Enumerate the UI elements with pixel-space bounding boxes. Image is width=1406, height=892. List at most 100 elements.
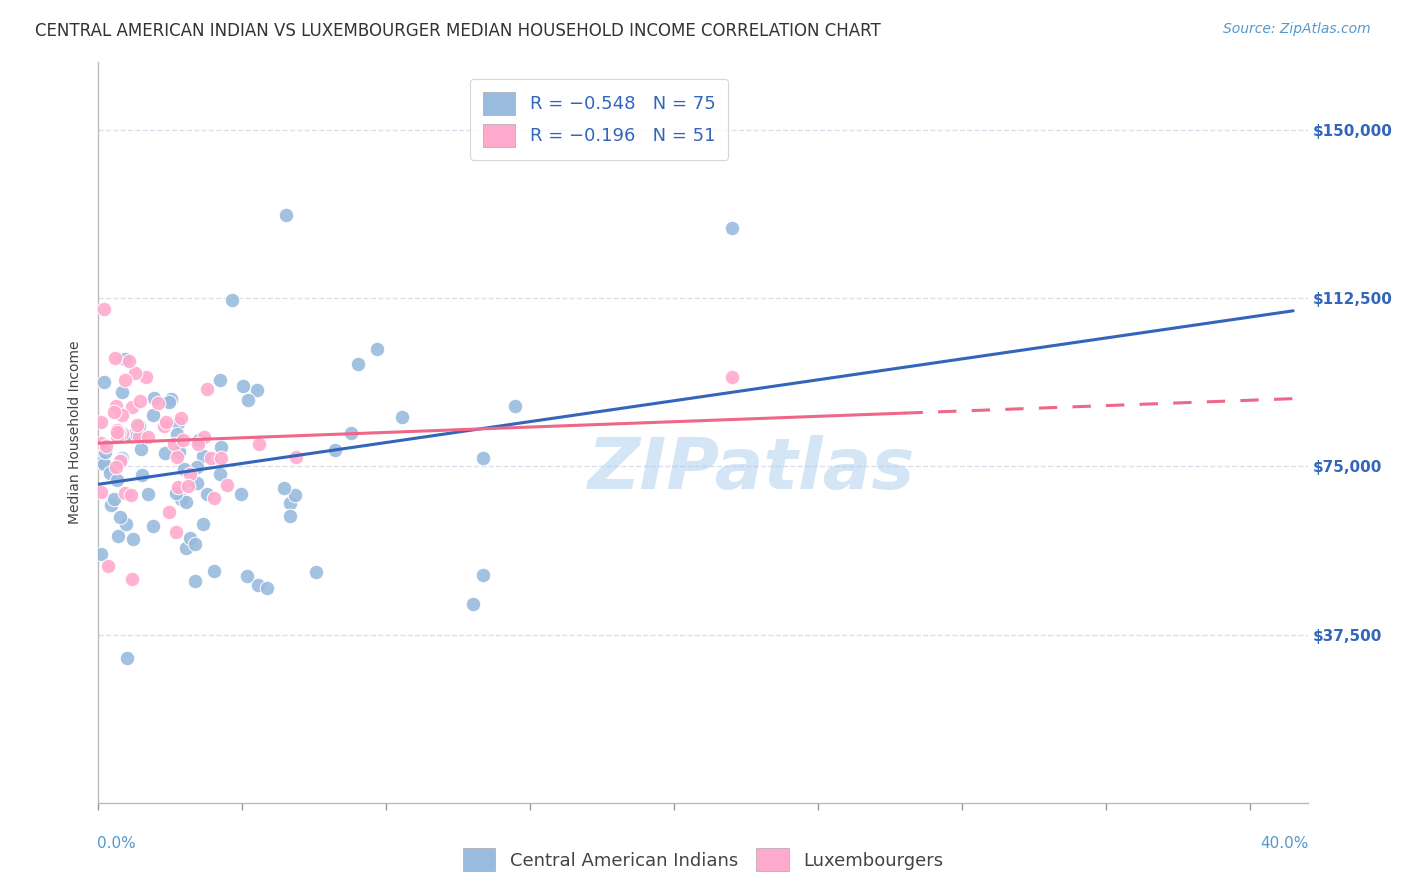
- Point: [108, 425, 131, 439]
- Point: [125, 428, 148, 442]
- Point: [91, 455, 114, 469]
- Point: [153, 446, 176, 460]
- Point: [146, 396, 169, 410]
- Point: [96, 439, 118, 453]
- Point: [167, 417, 190, 431]
- Point: [105, 428, 128, 442]
- Point: [125, 417, 148, 432]
- Point: [202, 491, 225, 506]
- Point: [163, 436, 186, 450]
- Point: [105, 424, 128, 438]
- Point: [193, 430, 215, 444]
- Point: [108, 510, 131, 524]
- Point: [184, 574, 207, 588]
- Text: ZIPatlas: ZIPatlas: [588, 435, 915, 504]
- Point: [166, 427, 188, 442]
- Point: [273, 481, 295, 495]
- Point: [720, 369, 742, 384]
- Point: [209, 467, 232, 482]
- Point: [142, 518, 165, 533]
- Point: [128, 419, 150, 434]
- Point: [114, 485, 136, 500]
- Point: [195, 382, 218, 396]
- Point: [153, 418, 176, 433]
- Point: [115, 517, 138, 532]
- Point: [366, 342, 388, 356]
- Point: [209, 373, 232, 387]
- Point: [136, 430, 159, 444]
- Point: [111, 451, 134, 466]
- Point: [173, 462, 195, 476]
- Point: [191, 516, 214, 531]
- Point: [107, 529, 129, 543]
- Point: [128, 429, 150, 443]
- Point: [169, 492, 191, 507]
- Point: [167, 445, 190, 459]
- Legend: Central American Indians, Luxembourgers: Central American Indians, Luxembourgers: [456, 841, 950, 879]
- Point: [347, 357, 370, 371]
- Point: [247, 437, 270, 451]
- Point: [160, 392, 183, 406]
- Point: [155, 415, 177, 429]
- Point: [186, 476, 208, 491]
- Point: [391, 410, 413, 425]
- Point: [136, 487, 159, 501]
- Point: [246, 577, 269, 591]
- Point: [217, 478, 239, 492]
- Point: [191, 449, 214, 463]
- Point: [122, 532, 145, 546]
- Point: [209, 451, 232, 466]
- Point: [104, 399, 127, 413]
- Text: CENTRAL AMERICAN INDIAN VS LUXEMBOURGER MEDIAN HOUSEHOLD INCOME CORRELATION CHAR: CENTRAL AMERICAN INDIAN VS LUXEMBOURGER …: [35, 22, 882, 40]
- Point: [200, 451, 222, 466]
- Point: [472, 451, 495, 466]
- Point: [100, 498, 122, 512]
- Point: [135, 369, 157, 384]
- Point: [720, 221, 742, 235]
- Point: [202, 564, 225, 578]
- Point: [238, 393, 260, 408]
- Point: [111, 408, 134, 422]
- Y-axis label: Median Household Income: Median Household Income: [69, 341, 83, 524]
- Point: [103, 405, 125, 419]
- Point: [105, 459, 128, 474]
- Point: [129, 442, 152, 456]
- Point: [98, 466, 121, 480]
- Point: [471, 568, 494, 582]
- Point: [284, 450, 307, 464]
- Point: [121, 572, 143, 586]
- Point: [131, 468, 153, 483]
- Point: [90, 415, 112, 429]
- Point: [174, 494, 197, 508]
- Point: [235, 569, 257, 583]
- Point: [305, 565, 328, 579]
- Point: [505, 399, 527, 413]
- Point: [90, 547, 112, 561]
- Point: [165, 486, 187, 500]
- Point: [120, 488, 142, 502]
- Point: [278, 509, 301, 524]
- Point: [246, 383, 269, 397]
- Point: [278, 496, 301, 510]
- Point: [93, 445, 115, 459]
- Point: [179, 467, 201, 481]
- Point: [177, 479, 200, 493]
- Point: [221, 293, 243, 307]
- Point: [143, 391, 166, 405]
- Point: [170, 411, 193, 425]
- Point: [90, 485, 112, 500]
- Point: [93, 375, 115, 389]
- Point: [166, 450, 188, 465]
- Legend: R = −0.548   N = 75, R = −0.196   N = 51: R = −0.548 N = 75, R = −0.196 N = 51: [470, 78, 728, 160]
- Point: [110, 452, 132, 467]
- Point: [103, 491, 125, 506]
- Point: [105, 473, 128, 487]
- Point: [274, 208, 297, 222]
- Point: [97, 558, 120, 573]
- Point: [186, 460, 208, 475]
- Point: [142, 408, 165, 422]
- Point: [187, 437, 209, 451]
- Point: [209, 440, 232, 454]
- Point: [105, 425, 128, 440]
- Point: [110, 426, 132, 441]
